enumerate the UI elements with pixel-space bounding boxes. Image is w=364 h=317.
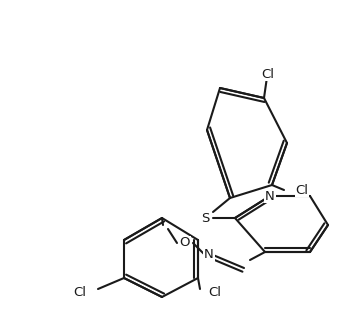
Text: Cl: Cl [209, 287, 222, 300]
Text: Cl: Cl [296, 184, 309, 197]
Text: Cl: Cl [261, 68, 274, 81]
Text: N: N [265, 190, 275, 203]
Text: Cl: Cl [74, 287, 87, 300]
Text: N: N [204, 249, 214, 262]
Text: O: O [180, 236, 190, 249]
Text: S: S [201, 211, 209, 224]
